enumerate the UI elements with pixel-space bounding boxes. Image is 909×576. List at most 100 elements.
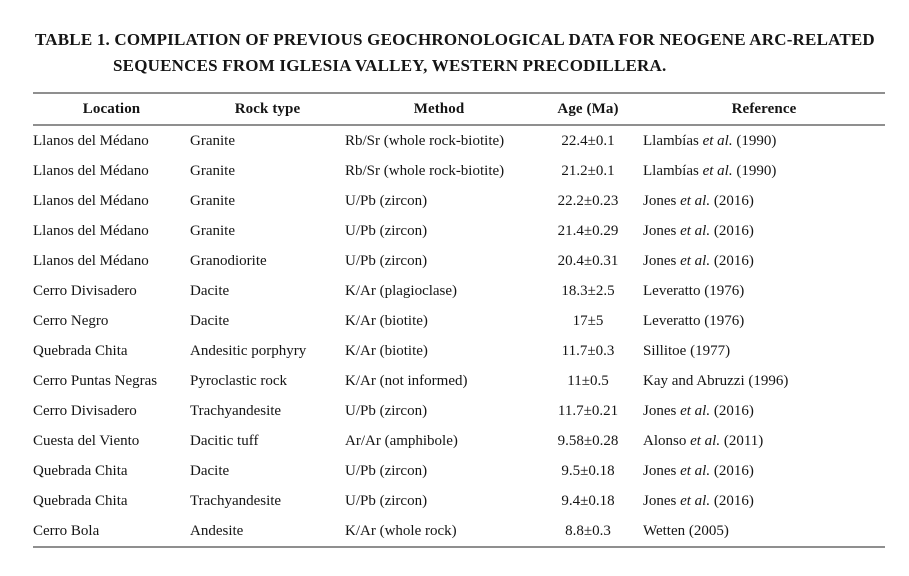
reference-year: (2016) — [710, 222, 754, 239]
table-row: Cerro Bola Andesite K/Ar (whole rock) 8.… — [33, 516, 885, 548]
cell-method: Rb/Sr (whole rock-biotite) — [345, 162, 505, 179]
reference-et-al: et al. — [680, 492, 711, 509]
reference-author: Jones — [643, 402, 681, 419]
cell-location: Llanos del Médano — [33, 192, 149, 209]
reference-year: (2016) — [710, 252, 754, 269]
table-row: Quebrada Chita Trachyandesite U/Pb (zirc… — [33, 486, 885, 516]
reference-author: Sillitoe (1977) — [643, 342, 731, 359]
cell-location: Quebrada Chita — [33, 462, 128, 479]
table-row: Llanos del Médano Granite Rb/Sr (whole r… — [33, 125, 885, 156]
cell-location: Llanos del Médano — [33, 252, 149, 269]
cell-reference: Jones et al. (2016) — [643, 216, 885, 246]
reference-author: Alonso — [643, 432, 691, 449]
cell-rock-type: Dacite — [190, 312, 230, 329]
cell-location: Cerro Negro — [33, 312, 109, 329]
cell-age: 21.2±0.1 — [561, 162, 615, 179]
table-row: Cerro Puntas Negras Pyroclastic rock K/A… — [33, 366, 885, 396]
cell-rock-type: Granodiorite — [190, 252, 267, 269]
column-header-reference: Reference — [643, 92, 885, 126]
table-row: Llanos del Médano Granite U/Pb (zircon) … — [33, 216, 885, 246]
table-caption: TABLE 1. COMPILATION OF PREVIOUS GEOCHRO… — [35, 27, 895, 79]
cell-location: Cerro Puntas Negras — [33, 372, 158, 389]
reference-et-al: et al. — [702, 162, 733, 179]
cell-reference: Jones et al. (2016) — [643, 186, 885, 216]
reference-year: (2016) — [710, 462, 754, 479]
column-header-rock-type: Rock type — [190, 92, 345, 126]
cell-rock-type: Andesitic porphyry — [190, 342, 307, 359]
cell-age: 17±5 — [572, 312, 604, 329]
cell-reference: Wetten (2005) — [643, 516, 885, 548]
reference-et-al: et al. — [690, 432, 721, 449]
cell-age: 11±0.5 — [567, 372, 609, 389]
reference-author: Kay and Abruzzi (1996) — [643, 372, 789, 389]
table-row: Quebrada Chita Dacite U/Pb (zircon) 9.5±… — [33, 456, 885, 486]
cell-method: Ar/Ar (amphibole) — [345, 432, 458, 449]
reference-et-al: et al. — [680, 252, 711, 269]
geochronology-table: Location Rock type Method Age (Ma) Refer… — [33, 92, 885, 548]
table-container: Location Rock type Method Age (Ma) Refer… — [33, 92, 885, 548]
cell-location: Quebrada Chita — [33, 342, 128, 359]
reference-author: Jones — [643, 462, 681, 479]
cell-method: U/Pb (zircon) — [345, 462, 428, 479]
cell-method: K/Ar (plagioclase) — [345, 282, 458, 299]
table-row: Quebrada Chita Andesitic porphyry K/Ar (… — [33, 336, 885, 366]
cell-method: U/Pb (zircon) — [345, 192, 428, 209]
cell-method: U/Pb (zircon) — [345, 252, 428, 269]
table-row: Cuesta del Viento Dacitic tuff Ar/Ar (am… — [33, 426, 885, 456]
cell-reference: Kay and Abruzzi (1996) — [643, 366, 885, 396]
cell-method: Rb/Sr (whole rock-biotite) — [345, 132, 505, 149]
cell-location: Cuesta del Viento — [33, 432, 140, 449]
cell-rock-type: Dacite — [190, 462, 230, 479]
table-row: Cerro Divisadero Trachyandesite U/Pb (zi… — [33, 396, 885, 426]
reference-year: (1990) — [732, 162, 777, 179]
cell-age: 18.3±2.5 — [561, 282, 615, 299]
cell-method: U/Pb (zircon) — [345, 402, 428, 419]
cell-rock-type: Granite — [190, 222, 235, 239]
column-header-method: Method — [345, 92, 533, 126]
table-row: Cerro Negro Dacite K/Ar (biotite) 17±5 L… — [33, 306, 885, 336]
cell-location: Cerro Divisadero — [33, 282, 137, 299]
table-header-row: Location Rock type Method Age (Ma) Refer… — [33, 92, 885, 126]
table-row: Cerro Divisadero Dacite K/Ar (plagioclas… — [33, 276, 885, 306]
cell-method: K/Ar (not informed) — [345, 372, 468, 389]
cell-reference: Alonso et al. (2011) — [643, 426, 885, 456]
cell-location: Cerro Bola — [33, 516, 190, 548]
cell-rock-type: Granite — [190, 132, 235, 149]
cell-location: Llanos del Médano — [33, 162, 149, 179]
reference-year: (2016) — [710, 402, 754, 419]
cell-method: U/Pb (zircon) — [345, 492, 428, 509]
cell-method: K/Ar (whole rock) — [345, 516, 533, 548]
cell-rock-type: Granite — [190, 162, 235, 179]
cell-location: Cerro Divisadero — [33, 402, 137, 419]
reference-et-al: et al. — [702, 132, 733, 149]
reference-year: (1990) — [732, 132, 777, 149]
table-header: Location Rock type Method Age (Ma) Refer… — [33, 92, 885, 126]
cell-reference: Llambías et al. (1990) — [643, 156, 885, 186]
reference-author: Jones — [643, 222, 681, 239]
cell-reference: Sillitoe (1977) — [643, 336, 885, 366]
reference-year: (2016) — [710, 492, 754, 509]
cell-rock-type: Trachyandesite — [190, 492, 282, 509]
cell-reference: Leveratto (1976) — [643, 306, 885, 336]
cell-rock-type: Andesite — [190, 516, 345, 548]
cell-reference: Jones et al. (2016) — [643, 456, 885, 486]
reference-year: (2016) — [710, 192, 754, 209]
cell-age: 8.8±0.3 — [533, 516, 643, 548]
cell-method: K/Ar (biotite) — [345, 342, 428, 359]
table-body: Llanos del Médano Granite Rb/Sr (whole r… — [33, 125, 885, 548]
reference-author: Jones — [643, 492, 681, 509]
cell-reference: Llambías et al. (1990) — [643, 125, 885, 156]
table-row: Llanos del Médano Granite Rb/Sr (whole r… — [33, 156, 885, 186]
reference-year: (2011) — [720, 432, 764, 449]
reference-et-al: et al. — [680, 222, 711, 239]
reference-et-al: et al. — [680, 462, 711, 479]
column-header-age: Age (Ma) — [533, 92, 643, 126]
reference-et-al: et al. — [680, 402, 711, 419]
cell-location: Llanos del Médano — [33, 132, 149, 149]
table-caption-line1: TABLE 1. COMPILATION OF PREVIOUS GEOCHRO… — [35, 30, 875, 49]
reference-author: Jones — [643, 252, 681, 269]
cell-rock-type: Granite — [190, 192, 235, 209]
cell-age: 9.5±0.18 — [561, 462, 615, 479]
cell-location: Llanos del Médano — [33, 222, 149, 239]
